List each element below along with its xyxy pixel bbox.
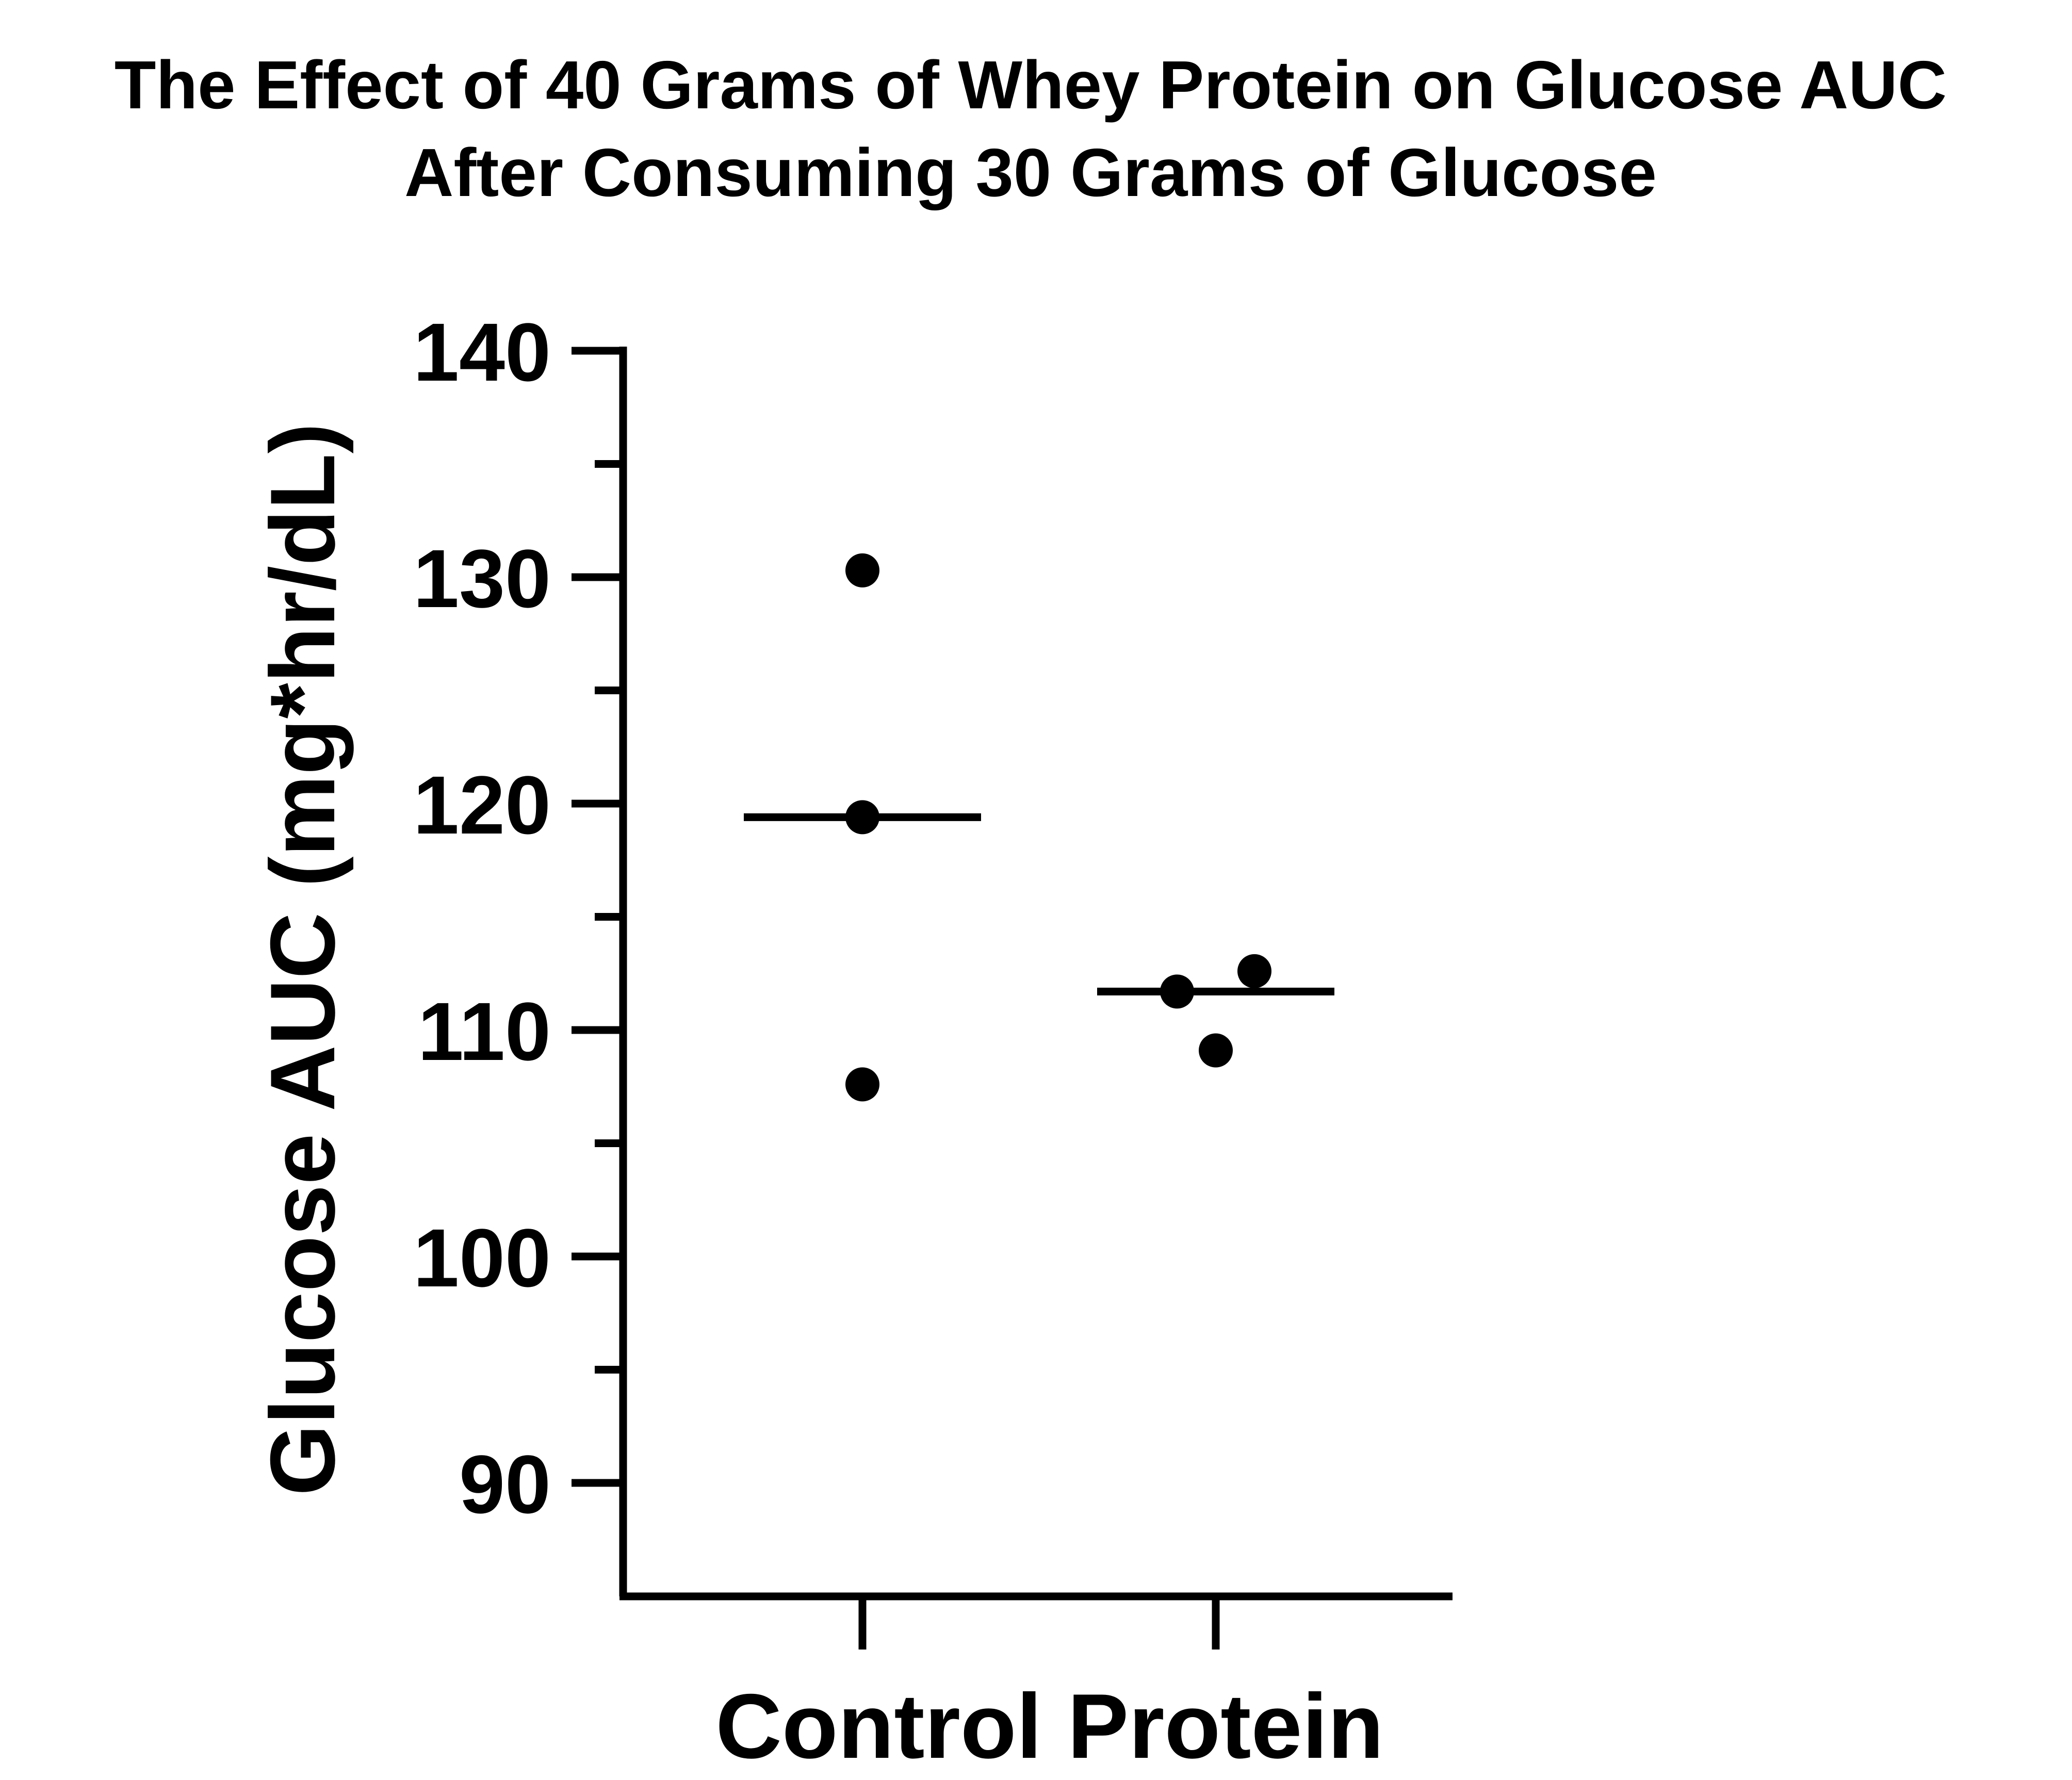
y-tick-label: 90 [459,1438,551,1530]
chart-title-line-1: The Effect of 40 Grams of Whey Protein o… [115,47,1947,123]
chart-title-line-2: After Consuming 30 Grams of Glucose [404,135,1657,210]
y-tick-label: 140 [413,306,551,398]
data-points [845,553,1271,1102]
data-point-control [845,553,879,587]
data-point-protein [1160,974,1194,1009]
data-point-control [845,800,879,835]
y-tick-label: 120 [413,759,551,851]
data-point-protein [1237,954,1271,988]
x-axis-label: Control Protein [715,1675,1383,1777]
data-point-protein [1199,1033,1233,1068]
y-tick-label: 130 [413,532,551,625]
y-tick-label: 100 [413,1212,551,1304]
y-axis-ticks: 90 100 110 120 130 140 [413,306,623,1530]
data-point-control [845,1067,879,1102]
y-axis-label: Glucose AUC (mg*hr/dL) [251,423,354,1496]
y-tick-label: 110 [418,985,551,1077]
x-axis-ticks [858,1596,1220,1650]
